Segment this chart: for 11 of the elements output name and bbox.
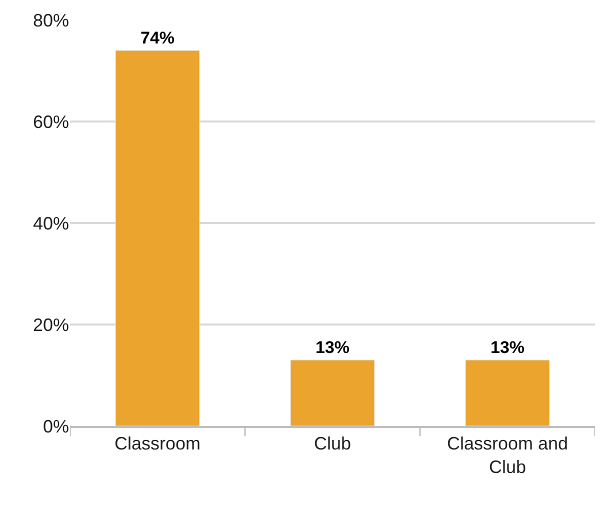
data-label: 13% — [315, 338, 350, 358]
y-tick-label: 80% — [32, 10, 69, 30]
y-tick-label: 60% — [32, 112, 69, 132]
y-tick-label: 0% — [42, 416, 69, 436]
y-tick-label: 40% — [32, 213, 69, 234]
x-tick-label: Club — [314, 433, 352, 454]
x-tick-label: Classroom and Club — [446, 433, 568, 477]
x-tick-label: Classroom — [114, 433, 201, 454]
data-label: 74% — [140, 28, 175, 48]
y-tick-label: 20% — [32, 314, 69, 335]
data-label: 13% — [490, 338, 525, 358]
